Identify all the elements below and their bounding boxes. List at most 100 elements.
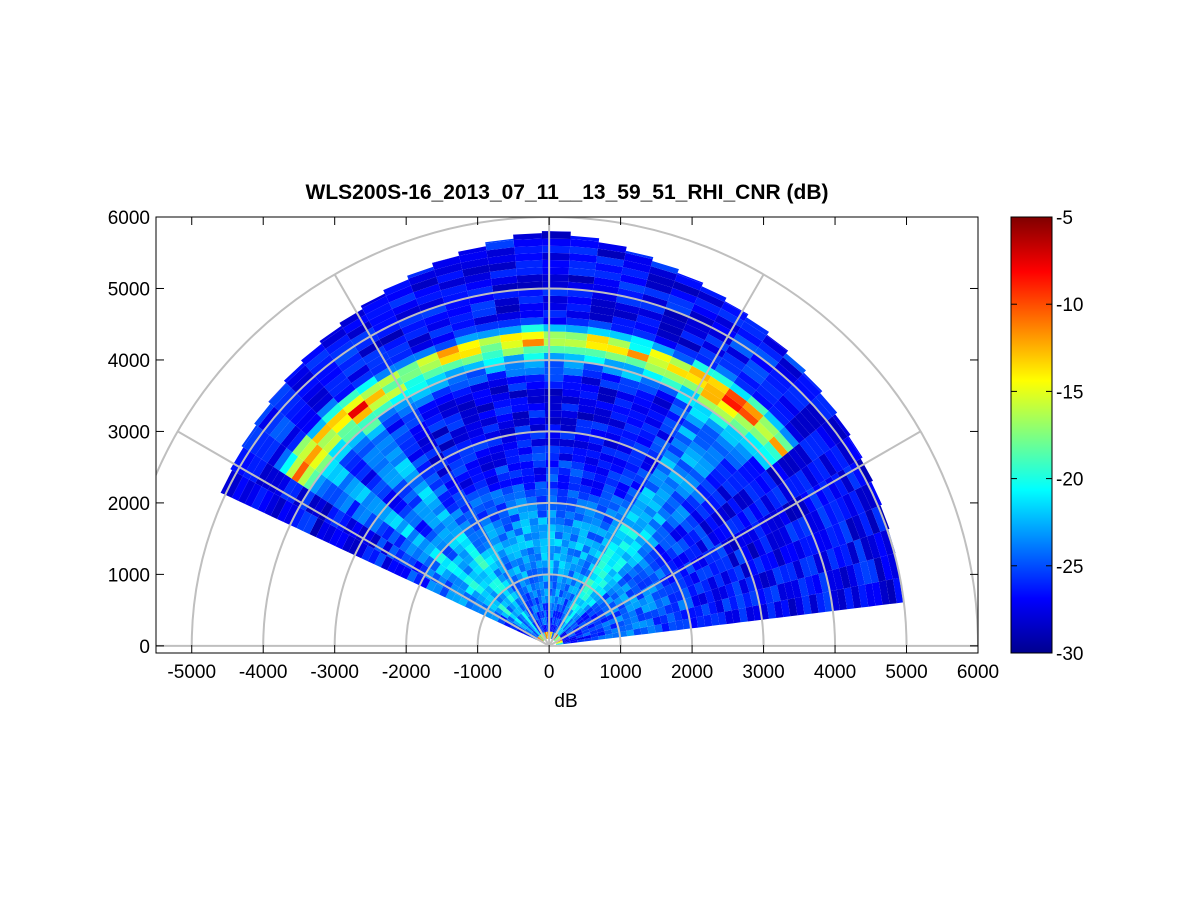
- heatmap-cell: [737, 465, 755, 484]
- heatmap-cell: [803, 512, 819, 535]
- heatmap-cell: [554, 545, 562, 554]
- heatmap-cell: [490, 535, 501, 546]
- heatmap-cell: [264, 493, 281, 516]
- heatmap-cell: [515, 557, 525, 566]
- heatmap-cell: [711, 370, 734, 389]
- heatmap-cell: [526, 503, 538, 512]
- heatmap-cell: [625, 355, 647, 369]
- heatmap-cell: [666, 515, 680, 529]
- heatmap-cell: [394, 430, 413, 447]
- heatmap-cell: [866, 558, 879, 584]
- heatmap-cell: [569, 260, 597, 270]
- heatmap-cell: [634, 606, 644, 616]
- heatmap-cell: [722, 351, 746, 371]
- heatmap-cell: [630, 335, 654, 349]
- heatmap-cell: [628, 609, 637, 618]
- heatmap-cell: [315, 453, 334, 474]
- heatmap-cell: [799, 536, 813, 558]
- heatmap-cell: [551, 617, 555, 625]
- heatmap-cell: [692, 400, 714, 418]
- heatmap-cell: [415, 290, 443, 306]
- heatmap-cell: [669, 528, 683, 543]
- heatmap-cell: [647, 273, 675, 288]
- heatmap-cell: [599, 452, 615, 464]
- heatmap-cell: [825, 570, 837, 592]
- heatmap-cell: [480, 461, 495, 473]
- heatmap-cell: [625, 623, 634, 631]
- heatmap-cell: [521, 585, 529, 594]
- heatmap-cell: [617, 383, 638, 396]
- heatmap-cell: [551, 624, 555, 632]
- heatmap-cell: [520, 317, 544, 326]
- heatmap-cell: [545, 603, 549, 611]
- heatmap-cell: [698, 346, 723, 364]
- heatmap-cell: [524, 562, 532, 571]
- heatmap-cell: [654, 555, 667, 568]
- heatmap-cell: [255, 462, 274, 487]
- heatmap-cell: [590, 298, 616, 310]
- heatmap-cell: [541, 610, 545, 618]
- heatmap-cell: [833, 545, 846, 569]
- heatmap-cell: [773, 600, 784, 618]
- heatmap-cell: [597, 248, 626, 260]
- heatmap-cell: [633, 498, 648, 512]
- heatmap-cell: [331, 413, 353, 434]
- heatmap-cell: [402, 442, 421, 458]
- heatmap-cell: [500, 516, 512, 526]
- heatmap-cell: [619, 376, 640, 389]
- heatmap-cell: [459, 250, 488, 263]
- heatmap-cell: [396, 360, 420, 377]
- heatmap-cell: [577, 599, 586, 607]
- heatmap-cell: [431, 385, 452, 400]
- heatmap-cell: [832, 414, 851, 437]
- heatmap-cell: [709, 411, 730, 430]
- heatmap-cell: [557, 567, 565, 576]
- heatmap-cell: [432, 458, 449, 472]
- heatmap-cell: [584, 637, 592, 642]
- heatmap-cell: [619, 606, 629, 616]
- heatmap-cell: [540, 618, 545, 626]
- heatmap-cell: [435, 552, 447, 565]
- heatmap-cell: [607, 524, 620, 536]
- heatmap-cell: [705, 473, 722, 490]
- heatmap-cell: [469, 381, 490, 393]
- heatmap-cell: [285, 456, 304, 479]
- heatmap-cell: [334, 346, 359, 367]
- heatmap-cell: [532, 539, 541, 547]
- heatmap-cell: [649, 348, 672, 363]
- heatmap-cell: [425, 529, 438, 543]
- heatmap-cell: [501, 339, 523, 350]
- heatmap-cell: [721, 394, 743, 413]
- heatmap-cell: [527, 615, 534, 623]
- heatmap-cell: [286, 430, 307, 453]
- heatmap-cell: [640, 626, 649, 635]
- heatmap-cell: [430, 534, 443, 548]
- heatmap-cell: [582, 629, 590, 635]
- heatmap-cell: [792, 379, 816, 403]
- heatmap-cell: [528, 607, 534, 615]
- heatmap-cell: [465, 278, 493, 291]
- heatmap-cell: [744, 317, 769, 336]
- heatmap-cell: [717, 308, 745, 328]
- heatmap-cell: [526, 547, 535, 556]
- heatmap-cell: [220, 470, 237, 495]
- heatmap-cell: [397, 484, 414, 500]
- heatmap-cell: [427, 497, 442, 511]
- heatmap-cell: [701, 603, 711, 616]
- heatmap-cell: [572, 447, 588, 457]
- heatmap-cell: [612, 404, 631, 417]
- heatmap-cell: [441, 445, 459, 459]
- heatmap-cell: [326, 463, 345, 483]
- heatmap-cell: [560, 632, 567, 638]
- heatmap-cell: [561, 396, 580, 405]
- heatmap-cell: [725, 388, 748, 407]
- heatmap-cell: [716, 485, 733, 502]
- heatmap-cell: [568, 593, 576, 602]
- heatmap-cell: [405, 556, 418, 570]
- heatmap-cell: [732, 531, 747, 549]
- heatmap-cell: [511, 610, 519, 618]
- heatmap-cell: [588, 524, 600, 534]
- heatmap-cell: [858, 511, 874, 537]
- heatmap-cell: [672, 464, 689, 480]
- heatmap-cell: [510, 396, 528, 406]
